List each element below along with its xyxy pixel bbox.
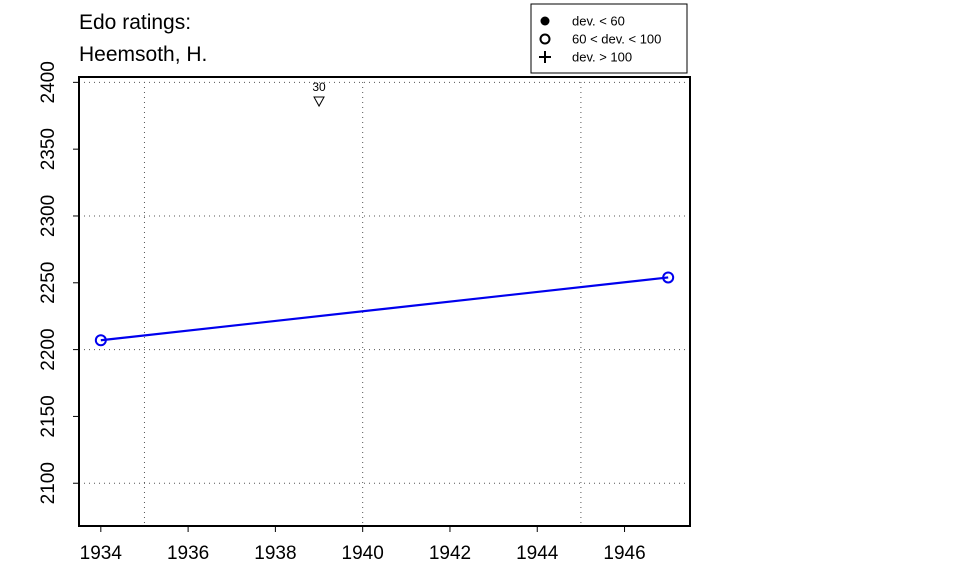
y-tick-label: 2100 — [38, 462, 59, 504]
y-tick-label: 2250 — [38, 262, 59, 304]
y-tick-label: 2200 — [38, 328, 59, 370]
rating-point — [94, 334, 107, 347]
x-tick-label: 1942 — [429, 543, 471, 564]
rating-series — [94, 271, 675, 347]
grid-lines — [79, 77, 690, 526]
y-tick-label: 2350 — [38, 128, 59, 170]
rating-point — [662, 271, 675, 284]
legend-open-circle-icon — [539, 33, 551, 45]
annotations: 30 — [312, 80, 326, 108]
y-tick-label: 2300 — [38, 195, 59, 237]
x-tick-label: 1938 — [254, 543, 296, 564]
plot-frame — [78, 76, 691, 527]
x-tick-label: 1940 — [342, 543, 384, 564]
legend: dev. < 60 60 < dev. < 100 dev. > 100 — [530, 3, 688, 74]
legend-label: dev. < 60 — [572, 14, 625, 29]
y-tick-label: 2150 — [38, 395, 59, 437]
chart-title-line-1: Edo ratings: — [79, 11, 191, 34]
legend-plus-icon — [539, 51, 551, 63]
annotation-label: 30 — [312, 80, 326, 94]
down-triangle-marker — [313, 96, 325, 108]
x-tick-label: 1946 — [603, 543, 645, 564]
legend-box — [530, 3, 688, 74]
y-tick-label: 2400 — [38, 61, 59, 103]
legend-label: dev. > 100 — [572, 50, 632, 65]
x-tick-label: 1944 — [516, 543, 559, 564]
chart-title-line-2: Heemsoth, H. — [79, 43, 207, 66]
legend-filled-circle-icon — [540, 16, 550, 26]
axis-ticks: 1934 1936 1938 1940 1942 1944 1946 2100 2150 2200… — [38, 61, 646, 564]
rating-line — [100, 276, 669, 342]
legend-label: 60 < dev. < 100 — [572, 32, 661, 47]
x-tick-label: 1936 — [167, 543, 209, 564]
x-tick-label: 1934 — [80, 543, 123, 564]
